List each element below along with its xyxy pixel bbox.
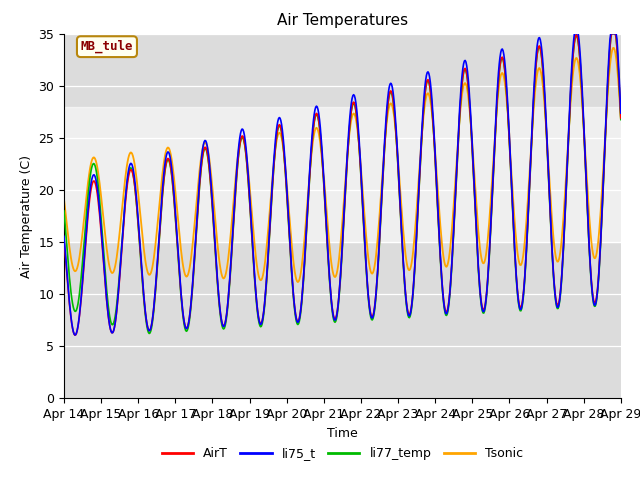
Text: MB_tule: MB_tule bbox=[81, 40, 133, 53]
AirT bbox=[607, 31, 615, 36]
Tsonic bbox=[214, 240, 221, 246]
li77_temp bbox=[617, 117, 625, 122]
li77_temp bbox=[214, 289, 222, 295]
li75_t bbox=[428, 86, 435, 92]
li77_temp bbox=[185, 322, 193, 328]
Line: li75_t: li75_t bbox=[64, 34, 621, 335]
Tsonic bbox=[610, 45, 618, 51]
AirT bbox=[70, 331, 78, 337]
li77_temp bbox=[60, 208, 68, 214]
li77_temp bbox=[70, 307, 78, 312]
li75_t bbox=[411, 263, 419, 269]
li77_temp bbox=[145, 331, 153, 336]
Line: li77_temp: li77_temp bbox=[64, 34, 621, 334]
Tsonic bbox=[294, 279, 301, 285]
Tsonic bbox=[411, 231, 419, 237]
AirT bbox=[71, 332, 79, 338]
Y-axis label: Air Temperature (C): Air Temperature (C) bbox=[20, 155, 33, 277]
li75_t bbox=[60, 233, 68, 239]
Tsonic bbox=[127, 150, 135, 156]
li77_temp bbox=[607, 31, 615, 36]
Title: Air Temperatures: Air Temperatures bbox=[277, 13, 408, 28]
AirT bbox=[617, 115, 625, 121]
li75_t bbox=[617, 110, 625, 116]
li75_t bbox=[128, 162, 136, 168]
li75_t bbox=[70, 331, 78, 336]
Tsonic bbox=[70, 267, 78, 273]
li77_temp bbox=[428, 95, 435, 100]
li75_t bbox=[71, 332, 79, 338]
X-axis label: Time: Time bbox=[327, 427, 358, 440]
Tsonic bbox=[617, 116, 625, 121]
AirT bbox=[214, 287, 222, 292]
Tsonic bbox=[428, 103, 435, 108]
li75_t bbox=[214, 286, 222, 291]
AirT bbox=[411, 264, 419, 269]
Line: Tsonic: Tsonic bbox=[64, 48, 621, 282]
Line: AirT: AirT bbox=[64, 34, 621, 335]
Tsonic bbox=[184, 272, 192, 278]
li75_t bbox=[572, 31, 579, 36]
AirT bbox=[128, 168, 136, 174]
AirT bbox=[60, 238, 68, 243]
Legend: AirT, li75_t, li77_temp, Tsonic: AirT, li75_t, li77_temp, Tsonic bbox=[157, 442, 528, 465]
li77_temp bbox=[127, 166, 135, 171]
li75_t bbox=[185, 320, 193, 325]
AirT bbox=[428, 94, 435, 99]
Bar bbox=[64, 107, 621, 242]
AirT bbox=[185, 319, 193, 325]
Tsonic bbox=[60, 196, 68, 202]
li77_temp bbox=[411, 266, 419, 272]
